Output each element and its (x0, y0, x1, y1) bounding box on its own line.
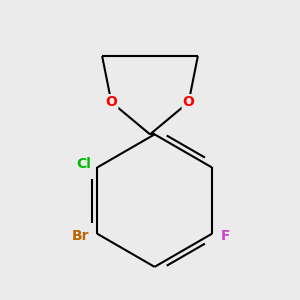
Text: Cl: Cl (76, 157, 91, 171)
Text: Br: Br (72, 229, 89, 243)
Text: F: F (221, 229, 230, 243)
Text: O: O (105, 95, 117, 109)
Text: O: O (183, 95, 195, 109)
